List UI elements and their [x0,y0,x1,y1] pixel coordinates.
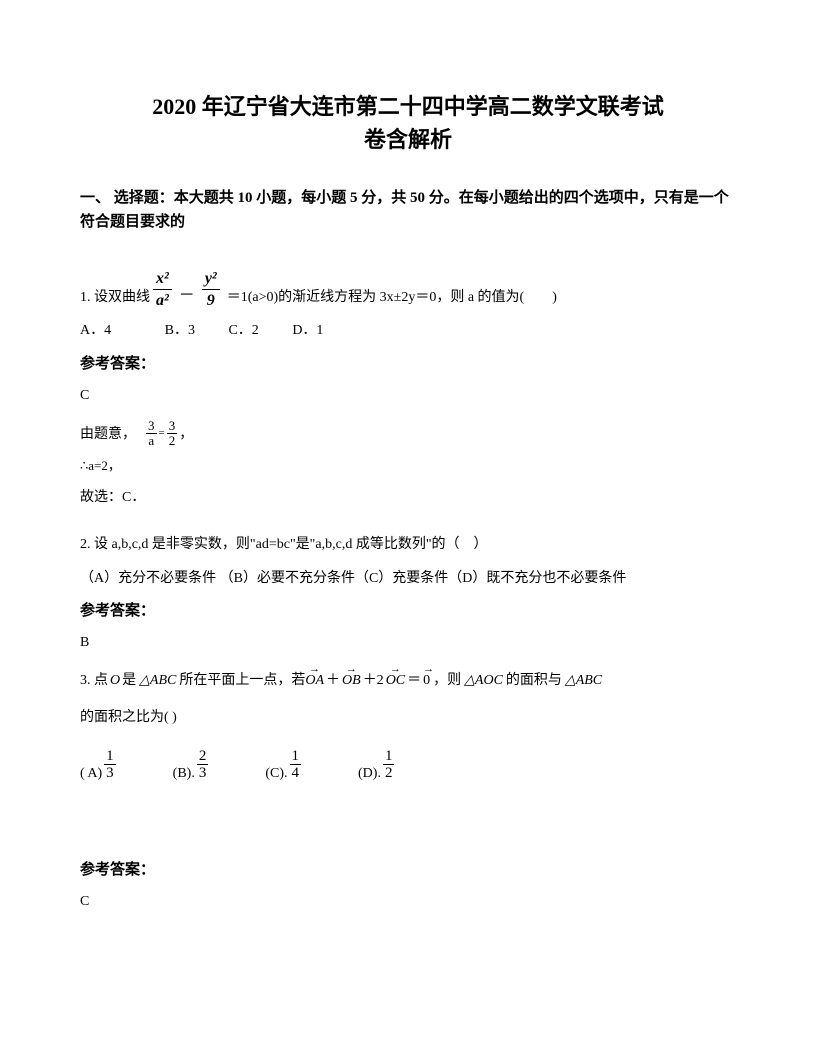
q3-optA-frac: 1 3 [104,748,116,782]
q3-vec-oc: OC [386,666,405,697]
q3-optC-label: (C). [265,766,287,782]
exam-title: 2020 年辽宁省大连市第二十四中学高二数学文联考试 卷含解析 [80,90,736,156]
title-line1: 2020 年辽宁省大连市第二十四中学高二数学文联考试 [152,94,664,119]
q3-options: ( A) 1 3 (B). 2 3 (C). 1 4 (D). 1 2 [80,748,736,782]
q3-line2: 的面积之比为( ) [80,705,736,730]
q3-tri3: △ABC [565,666,602,697]
q3-answer: C [80,894,736,910]
q3-optB: (B). 2 3 [173,748,211,782]
q3-optC: (C). 1 4 [265,748,303,782]
q3-optD: (D). 1 2 [358,748,396,782]
q3-optB-label: (B). [173,766,195,782]
q2-text: 2. 设 a,b,c,d 是非零实数，则"ad=bc"是"a,b,c,d 成等比… [80,537,488,552]
q3-mid3: ，则 [433,666,461,697]
q1-optD: D．1 [292,318,323,343]
q1-optC: C．2 [228,318,258,343]
title-line2: 卷含解析 [364,127,452,152]
q1-after: ＝1(a>0)的渐近线方程为 3x±2y＝0，则 a 的值为( ) [227,285,557,310]
q3-eq: ＝ [407,666,421,697]
q2-answer: B [80,635,736,651]
q1-exp-eq: = [159,423,165,444]
q1-exp1: 由题意， 3 a = 3 2 ， [80,419,736,449]
q1-optB: B．3 [165,318,195,343]
q3-mid4: 的面积与 [506,666,562,697]
q3-vec-oa: OA [305,666,324,697]
q1-prefix: 1. 设双曲线 [80,285,150,310]
q1-answer: C [80,388,736,404]
q3-answer-label: 参考答案： [80,858,736,879]
q1-exp3: 故选：C． [80,485,736,512]
question-1: 1. 设双曲线 x² a² － y² 9 ＝1(a>0)的渐近线方程为 3x±2… [80,269,736,310]
q3-optB-frac: 2 3 [197,748,209,782]
q3-vec-ob: OB [342,666,361,697]
q1-exp2: ∴a=2， [80,454,736,479]
q2-options: （A）充分不必要条件 （B）必要不充分条件（C）充要条件（D）既不充分也不必要条… [80,566,736,591]
q1-optA: A．4 [80,318,111,343]
q3-optD-frac: 1 2 [383,748,395,782]
q3-mid2: 所在平面上一点，若 [179,666,305,697]
q1-exp-frac2: 3 2 [167,419,178,449]
q1-options: A．4 B．3 C．2 D．1 [80,318,736,343]
q3-mid1: 是 [122,666,136,697]
q3-optA-label: ( A) [80,766,102,782]
q3-o: O [110,666,120,697]
q3-plus1: ＋ [326,666,340,697]
question-2: 2. 设 a,b,c,d 是非零实数，则"ad=bc"是"a,b,c,d 成等比… [80,532,736,557]
q3-tri2: △AOC [464,666,503,697]
q1-frac2: y² 9 [202,269,220,310]
q3-prefix: 3. 点 [80,666,108,697]
q1-answer-label: 参考答案： [80,352,736,373]
q2-answer-label: 参考答案： [80,599,736,620]
q3-zero: 0 [423,666,430,697]
q3-optA: ( A) 1 3 [80,748,118,782]
q1-exp-frac1: 3 a [146,419,157,449]
q3-optC-frac: 1 4 [290,748,302,782]
q3-plus2: ＋2 [363,666,384,697]
q1-exp-prefix: 由题意， [80,422,136,449]
q3-optD-label: (D). [358,766,381,782]
q3-tri1: △ABC [139,666,176,697]
section-header: 一、 选择题：本大题共 10 小题，每小题 5 分，共 50 分。在每小题给出的… [80,186,736,234]
q1-frac1: x² a² [153,269,172,310]
q1-exp-suffix: ， [179,422,193,449]
minus-sign: － [179,282,195,311]
question-3: 3. 点 O 是 △ABC 所在平面上一点，若 OA ＋ OB ＋2 OC ＝ … [80,666,736,697]
